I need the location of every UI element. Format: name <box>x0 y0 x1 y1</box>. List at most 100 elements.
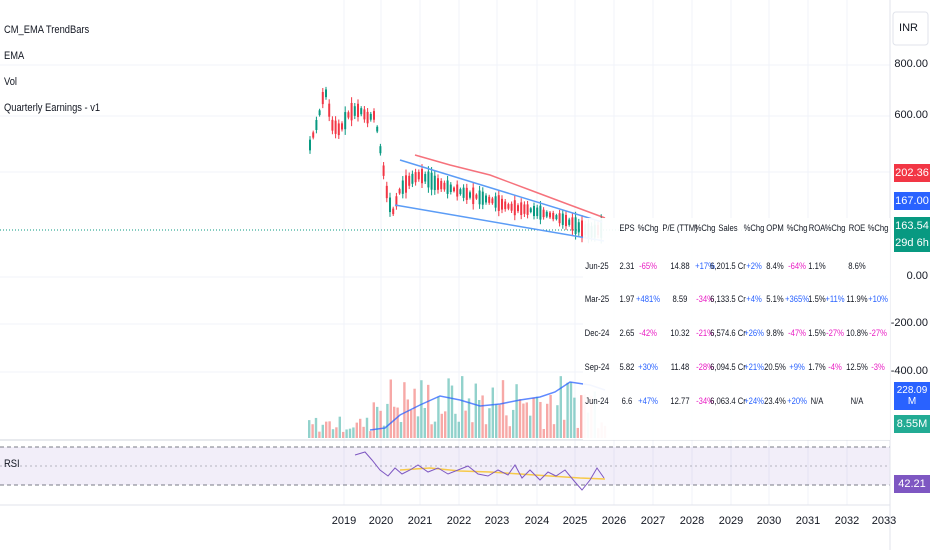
table-header: P/E (TTM) <box>662 223 698 233</box>
channel-lower <box>394 204 605 242</box>
candle-body <box>501 198 503 210</box>
candle-body <box>373 111 375 120</box>
volume-bar <box>501 380 505 438</box>
year-label: 2022 <box>446 515 472 527</box>
year-label: 2029 <box>718 515 744 527</box>
candle-body <box>325 89 327 98</box>
table-cell: -3% <box>871 362 885 372</box>
table-header: %Chg <box>694 223 716 233</box>
volume-bar <box>529 415 532 438</box>
candle-body <box>334 120 337 134</box>
volume-bar <box>440 413 443 438</box>
table-cell: +20% <box>787 396 807 406</box>
table-cell: 11.9% <box>846 294 868 304</box>
currency-box[interactable] <box>892 11 929 46</box>
candle-body <box>478 190 481 205</box>
table-cell: Sep-24 <box>584 362 610 372</box>
table-cell: +21% <box>744 362 764 372</box>
candle-body <box>526 204 529 215</box>
channel-upper <box>399 159 603 223</box>
table-cell: +47% <box>638 396 658 406</box>
table-cell: -34% <box>696 294 714 304</box>
table-header: %Chg <box>637 223 659 233</box>
table-cell: +9% <box>789 362 805 372</box>
volume-badge: 8.55M <box>894 415 930 433</box>
candle-body <box>469 192 471 198</box>
price-tick: -400.00 <box>890 365 928 377</box>
table-cell: -34% <box>696 396 714 406</box>
volume-bars <box>308 376 607 438</box>
candle-body <box>331 119 334 131</box>
candle-body <box>427 171 430 188</box>
volume-bar <box>433 421 437 438</box>
candle-body <box>561 213 564 225</box>
volume-bar <box>413 388 416 438</box>
table-header: %Chg <box>743 223 765 233</box>
table-header: ROE <box>848 223 866 233</box>
candle-body <box>392 208 395 215</box>
volume-bar <box>362 426 365 438</box>
table-cell: 8.6% <box>848 261 866 271</box>
table-cell: N/A <box>850 396 864 406</box>
candle-body <box>459 189 462 195</box>
volume-bar <box>498 404 501 438</box>
table-cell: 10.32 <box>670 328 690 338</box>
table-cell: 1.5% <box>808 328 826 338</box>
indicator-label[interactable]: CM_EMA TrendBars <box>4 24 90 36</box>
table-cell: 11.48 <box>670 362 690 372</box>
volume-bar <box>444 411 447 438</box>
volume-bar <box>410 410 413 438</box>
candle-body <box>446 180 449 194</box>
table-cell: +30% <box>638 362 658 372</box>
table-cell: 6,094.5 Cr <box>710 362 746 372</box>
candle-body <box>328 103 331 117</box>
table-cell: 6,133.5 Cr <box>710 294 746 304</box>
volume-bar <box>318 431 321 438</box>
volume-bar <box>342 431 345 438</box>
candle-body <box>408 175 411 186</box>
volume-bar <box>423 407 426 438</box>
candle-body <box>414 172 417 183</box>
indicator-label[interactable]: Quarterly Earnings - v1 <box>4 102 101 114</box>
candle-body <box>411 173 414 184</box>
table-cell: 10.8% <box>846 328 868 338</box>
table-header: %Chg <box>824 223 846 233</box>
table-cell: Jun-25 <box>585 261 609 271</box>
indicator-label[interactable]: EMA <box>4 50 25 62</box>
candle-body <box>366 111 369 124</box>
table-cell: -64% <box>788 261 806 271</box>
table-cell: 2.31 <box>619 261 635 271</box>
table-cell: +4% <box>746 294 762 304</box>
candle-body <box>539 205 542 220</box>
volume-bar <box>430 424 433 438</box>
price-tick: 800.00 <box>894 58 928 70</box>
volume-bar <box>427 384 430 438</box>
ema-badge: 202.36 <box>894 164 930 182</box>
volume-bar <box>566 382 569 438</box>
candle-body <box>398 189 401 194</box>
indicator-label[interactable]: RSI <box>4 458 20 470</box>
candle-body <box>347 112 350 118</box>
table-cell: 6,063.4 Cr <box>710 396 746 406</box>
indicator-label[interactable]: Vol <box>4 76 18 88</box>
ema-line <box>414 154 606 219</box>
candle-body <box>510 203 513 211</box>
table-cell: -28% <box>696 362 714 372</box>
table-cell: 23.4% <box>764 396 786 406</box>
year-label: 2028 <box>679 515 705 527</box>
volume-bar <box>580 395 583 438</box>
candle-body <box>344 112 347 130</box>
candle-body <box>497 195 500 211</box>
volume-bar <box>437 396 440 438</box>
candle-body <box>494 196 497 208</box>
volume-bar <box>508 426 511 438</box>
table-cell: -42% <box>639 328 657 338</box>
channel-badge: 167.00 <box>894 192 930 210</box>
volume-bar <box>464 410 467 438</box>
candle-body <box>389 197 391 213</box>
currency[interactable]: INR <box>899 22 918 34</box>
volume-bar <box>308 420 311 438</box>
candle-body <box>321 92 324 105</box>
candle-body <box>517 205 519 212</box>
countdown-badge: 29d 6h <box>894 234 930 252</box>
